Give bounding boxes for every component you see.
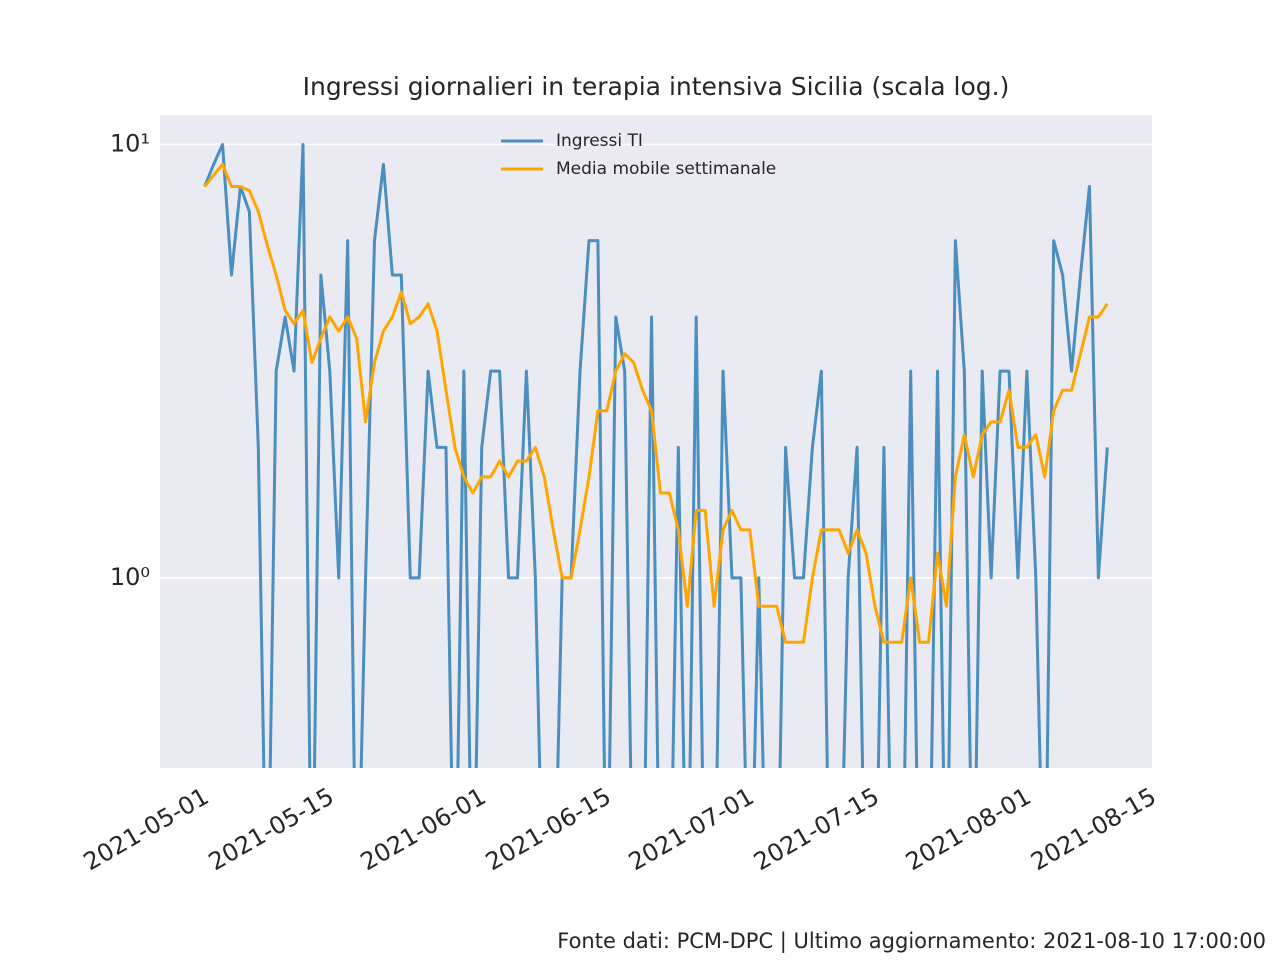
x-tick-label: 2021-07-01	[624, 782, 759, 876]
legend-label: Ingressi TI	[556, 131, 643, 151]
series-line	[203, 143, 1109, 768]
x-tick-label: 2021-06-01	[356, 782, 491, 876]
x-tick-label: 2021-07-15	[749, 782, 884, 876]
chart-title: Ingressi giornalieri in terapia intensiv…	[303, 72, 1010, 101]
footer: Fonte dati: PCM-DPC | Ultimo aggiornamen…	[557, 929, 1266, 954]
x-tick-label: 2021-05-01	[79, 782, 214, 876]
legend-label: Media mobile settimanale	[556, 159, 776, 179]
y-tick-label: 10⁰	[110, 563, 150, 591]
x-tick-label: 2021-06-15	[481, 782, 616, 876]
series-line	[203, 162, 1109, 644]
y-tick-label: 10¹	[110, 130, 150, 158]
x-tick-label: 2021-08-01	[901, 782, 1036, 876]
x-tick-label: 2021-05-15	[204, 782, 339, 876]
plot-lines	[203, 143, 1109, 768]
x-tick-label: 2021-08-15	[1026, 782, 1161, 876]
